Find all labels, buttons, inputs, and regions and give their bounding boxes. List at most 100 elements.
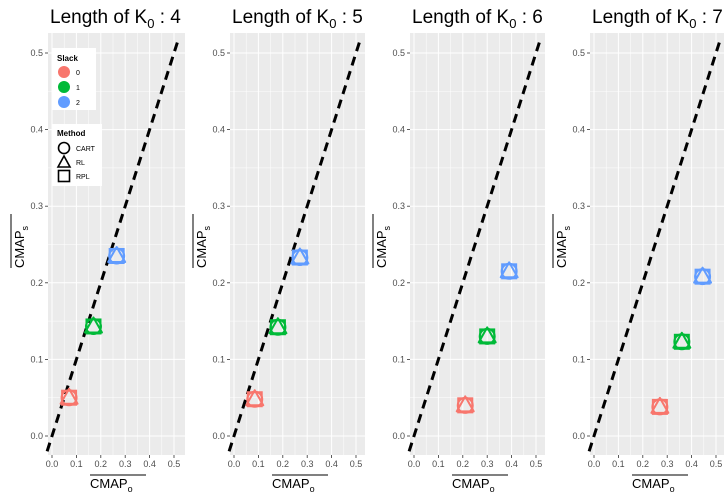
panel-title-value: : 6 bbox=[516, 7, 542, 28]
y-tick-label: 0.3 bbox=[392, 201, 405, 211]
y-axis-label-main: CMAP bbox=[194, 230, 209, 268]
point-marker-square bbox=[246, 391, 263, 408]
x-axis-label-subscript: o bbox=[128, 484, 133, 494]
x-tick-label: 0.4 bbox=[685, 459, 698, 469]
x-axis-label-subscript: o bbox=[310, 484, 315, 494]
y-axis-label: CMAPs bbox=[554, 225, 572, 268]
data-point bbox=[268, 317, 288, 336]
x-tick-label: 0.0 bbox=[588, 459, 601, 469]
x-tick-label: 0.5 bbox=[710, 459, 723, 469]
y-tick-label: 0.1 bbox=[30, 354, 43, 364]
chart-panel-4: 0.0 0.1 0.2 0.3 0.4 0.5 0.0 0.1 0.2 0.3 0.4 0.5 Leng… bbox=[552, 7, 724, 494]
legend-method-label: RPL bbox=[76, 174, 90, 181]
panel-title: Length of K0 : 5 bbox=[232, 7, 363, 31]
panel-title: Length of K0 : 6 bbox=[412, 7, 543, 31]
y-tick-label: 0.1 bbox=[572, 354, 585, 364]
legend-slack-swatch bbox=[58, 66, 70, 78]
x-tick-label: 0.3 bbox=[481, 459, 494, 469]
y-tick-label: 0.4 bbox=[392, 125, 405, 135]
panel-title-subscript: 0 bbox=[689, 16, 696, 31]
x-tick-label: 0.5 bbox=[530, 459, 543, 469]
panel-title-subscript: 0 bbox=[329, 16, 336, 31]
chart-panel-2: 0.0 0.1 0.2 0.3 0.4 0.5 0.0 0.1 0.2 0.3 0.4 0.5 Leng… bbox=[192, 7, 365, 494]
panel-title-main: Length of K bbox=[232, 7, 330, 28]
x-axis-label: CMAPo bbox=[632, 476, 675, 494]
data-point bbox=[83, 316, 103, 335]
data-point bbox=[477, 326, 497, 345]
x-tick-label: 0.3 bbox=[661, 459, 674, 469]
point-marker-square bbox=[479, 328, 496, 345]
panel-title: Length of K0 : 7 bbox=[592, 7, 723, 31]
point-marker-square bbox=[291, 249, 308, 266]
legend-slack-label: 2 bbox=[76, 100, 80, 107]
point-marker-square bbox=[61, 389, 78, 406]
y-axis-label-subscript: s bbox=[20, 225, 30, 230]
y-tick-label: 0.0 bbox=[212, 431, 225, 441]
x-tick-label: 0.0 bbox=[46, 459, 59, 469]
data-point bbox=[650, 396, 670, 416]
x-tick-label: 0.4 bbox=[505, 459, 518, 469]
x-axis-label-subscript: o bbox=[490, 484, 495, 494]
y-axis-label: CMAPs bbox=[374, 225, 392, 268]
data-point bbox=[499, 261, 519, 280]
point-marker-square bbox=[457, 397, 474, 414]
panel-background bbox=[590, 33, 724, 455]
point-marker-square bbox=[501, 263, 518, 280]
panel-title-value: : 5 bbox=[336, 7, 362, 28]
reference-line bbox=[587, 41, 722, 452]
legend-method-circle-icon bbox=[57, 141, 71, 155]
x-tick-label: 0.1 bbox=[252, 459, 265, 469]
y-axis-label-group: CMAPs bbox=[10, 214, 30, 268]
data-point bbox=[245, 389, 265, 408]
y-tick-label: 0.4 bbox=[212, 125, 225, 135]
chart-panel-1: 0.0 0.1 0.2 0.3 0.4 0.5 0.0 0.1 0.2 0.3 0.4 0.5 Leng… bbox=[10, 7, 185, 494]
data-point bbox=[59, 387, 79, 407]
y-axis-label-group: CMAPs bbox=[372, 214, 392, 268]
y-tick-label: 0.1 bbox=[392, 354, 405, 364]
x-tick-label: 0.2 bbox=[277, 459, 290, 469]
panel-title-subscript: 0 bbox=[509, 16, 516, 31]
x-tick-label: 0.3 bbox=[119, 459, 132, 469]
x-axis-label-subscript: o bbox=[670, 484, 675, 494]
panel-title-main: Length of K bbox=[50, 7, 148, 28]
y-tick-label: 0.0 bbox=[30, 431, 43, 441]
y-axis-label-main: CMAP bbox=[374, 230, 389, 268]
panel-title-main: Length of K bbox=[412, 7, 510, 28]
panel-background bbox=[230, 33, 365, 455]
panel-title-subscript: 0 bbox=[147, 16, 154, 31]
y-axis-label-main: CMAP bbox=[12, 230, 27, 268]
x-axis-label-main: CMAP bbox=[632, 476, 670, 491]
x-axis-label: CMAPo bbox=[90, 476, 133, 494]
x-axis-label-main: CMAP bbox=[272, 476, 310, 491]
y-tick-label: 0.4 bbox=[572, 125, 585, 135]
point-marker-square bbox=[85, 318, 102, 335]
x-tick-label: 0.0 bbox=[228, 459, 241, 469]
y-tick-label: 0.2 bbox=[572, 278, 585, 288]
x-tick-label: 0.5 bbox=[350, 459, 363, 469]
data-point bbox=[672, 331, 692, 351]
panel-title-value: : 7 bbox=[696, 7, 722, 28]
panel-title-value: : 4 bbox=[154, 7, 181, 28]
x-tick-label: 0.4 bbox=[325, 459, 338, 469]
x-tick-label: 0.1 bbox=[432, 459, 445, 469]
y-axis-label-group: CMAPs bbox=[552, 214, 572, 268]
x-axis-label: CMAPo bbox=[452, 476, 495, 494]
y-tick-label: 0.0 bbox=[572, 431, 585, 441]
panel-title-main: Length of K bbox=[592, 7, 690, 28]
legend-slack-swatch bbox=[58, 96, 70, 108]
reference-line bbox=[45, 41, 180, 452]
legend-slack-swatch bbox=[58, 81, 70, 93]
panel-title: Length of K0 : 4 bbox=[50, 7, 181, 31]
y-axis-label-main: CMAP bbox=[554, 230, 569, 268]
y-tick-label: 0.5 bbox=[572, 48, 585, 58]
x-tick-label: 0.3 bbox=[301, 459, 314, 469]
data-point bbox=[693, 266, 713, 286]
point-marker-square bbox=[694, 268, 711, 285]
point-marker-square bbox=[673, 333, 690, 350]
chart-panel-3: 0.0 0.1 0.2 0.3 0.4 0.5 0.0 0.1 0.2 0.3 0.4 0.5 Leng… bbox=[372, 7, 545, 494]
x-tick-label: 0.5 bbox=[168, 459, 181, 469]
x-tick-label: 0.0 bbox=[408, 459, 421, 469]
x-axis-label: CMAPo bbox=[272, 476, 315, 494]
y-axis-label: CMAPs bbox=[194, 225, 212, 268]
